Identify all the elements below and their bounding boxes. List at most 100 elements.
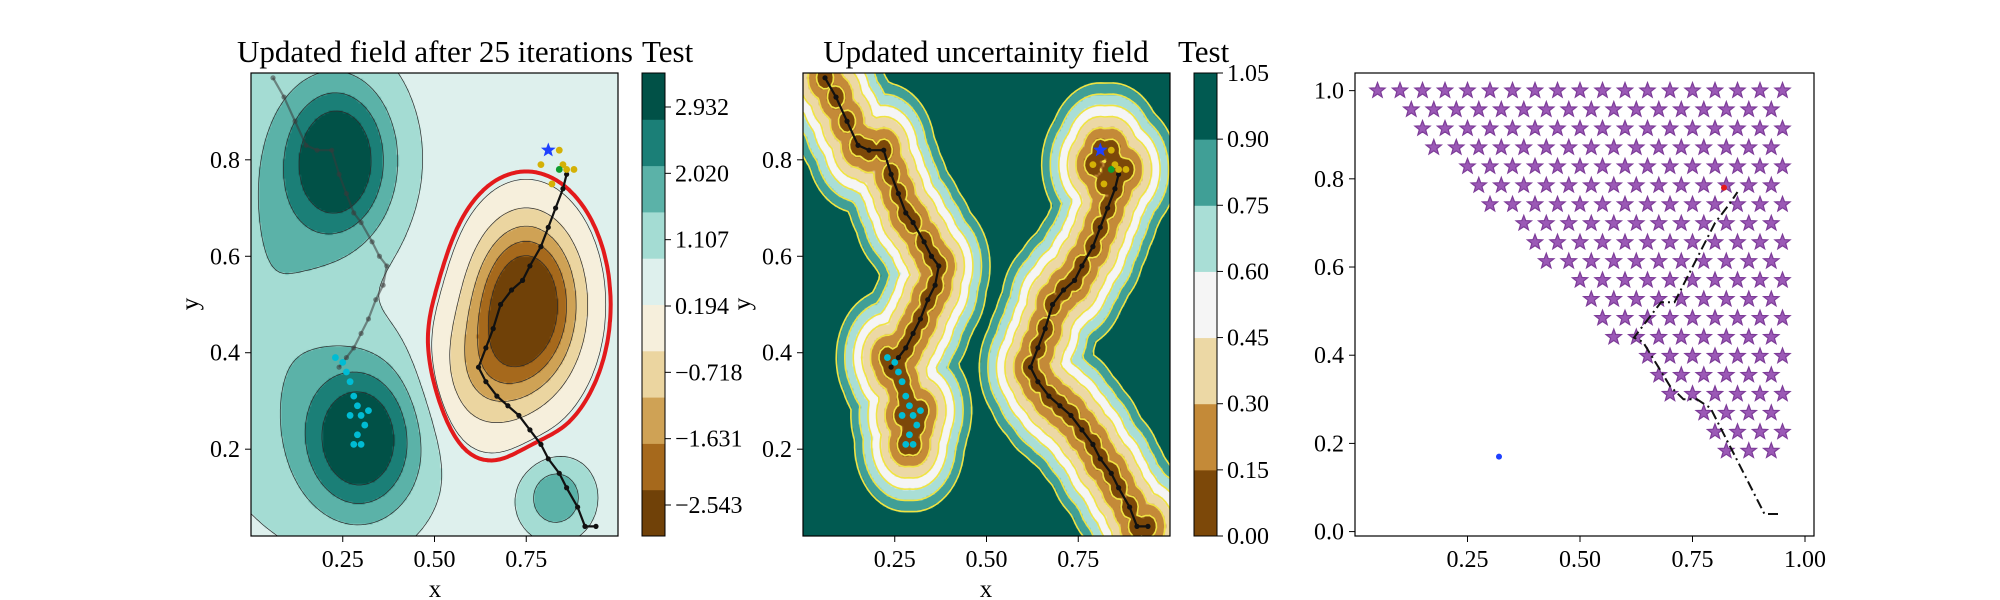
trajectory-point [564,171,570,177]
candidate-star [1368,80,1387,99]
candidate-star [1435,118,1455,137]
trajectory-point [1134,523,1140,529]
candidate-star [1581,175,1601,194]
field-contour-line [487,255,558,368]
agent-point [563,166,571,173]
candidate-star [1469,175,1489,194]
y-tick-label: 0.6 [210,244,240,270]
candidate-star [1413,80,1432,99]
candidate-star [1671,289,1691,308]
candidate-star [1581,99,1601,118]
trajectory-point [844,118,850,124]
trajectory-point [369,239,375,245]
candidate-scatter-panel: 0.25 0.50 0.75 1.00 0.0 0.2 0.4 0.6 0.8 1.0 [1314,72,1826,573]
y-tick-label: 0.8 [210,148,240,174]
trajectory-point [921,239,927,245]
candidate-star [1390,80,1410,99]
candidate-star [1660,346,1680,364]
trajectory-point [376,253,383,259]
candidate-star [1491,137,1511,156]
candidate-star [1514,213,1534,232]
candidate-star [1761,175,1781,194]
agent-point [343,368,350,376]
agent-point [346,412,354,419]
trajectory-point [336,171,342,177]
candidate-star [1728,346,1747,364]
uncertainty-colorbar: 1.05 0.90 0.75 0.60 0.45 0.30 0.15 0.00 Test [1178,34,1269,550]
field-overlay [251,73,613,536]
trajectory-point [1068,412,1074,419]
candidate-star [1480,80,1500,99]
candidate-star [1604,137,1624,156]
trajectory-point [475,364,482,370]
y-tick-label: 0.6 [762,244,792,270]
agent-point [548,180,556,188]
candidate-star [1424,137,1444,156]
trajectory-point [888,171,894,177]
scatter-trajectory-line [1632,191,1778,515]
candidate-star [1525,80,1545,99]
x-tick-label: 0.25 [322,547,364,573]
candidate-star [1716,175,1736,194]
trajectory-point [564,485,570,491]
candidate-star [1559,175,1579,194]
trajectory-point [822,75,828,81]
candidate-star [1514,137,1534,156]
trajectory-point [1079,427,1085,433]
candidate-star [1570,80,1590,99]
field-contour-line [464,225,577,402]
candidate-star [1705,270,1725,289]
agent-point [357,440,365,448]
uncertainty-title: Updated uncertainity field [823,34,1149,69]
agent-point [917,407,924,415]
agent-point [1089,161,1097,169]
trajectory-point [497,301,504,308]
candidate-star [1649,99,1669,118]
trajectory-point [888,364,894,370]
colorbar-band [642,258,665,305]
trajectory-point [917,316,924,322]
candidate-star [1548,194,1567,213]
candidate-star [1694,137,1714,156]
trajectory-point [1035,345,1041,351]
candidate-star [1728,232,1747,251]
colorbar-tick-label: −0.718 [675,360,743,386]
candidate-star [1458,118,1477,137]
candidate-star [1446,99,1466,118]
trajectory-point [358,330,364,337]
field-colorbar-title: Test [642,34,694,69]
y-tick-label: 0.4 [762,341,792,367]
candidate-star [1716,137,1736,156]
trajectory-line [477,174,596,528]
trajectory-point [582,523,588,529]
colorbar-tick-label: −1.631 [675,427,743,453]
candidate-star [1705,118,1725,137]
colorbar-band [642,73,665,120]
trajectory-point [1097,224,1103,230]
candidate-star [1593,80,1612,99]
current-position-marker [540,142,556,157]
scatter-overlay [1496,184,1778,515]
trajectory-point [556,470,562,476]
agent-point [906,402,913,410]
field-title: Updated field after 25 iterations [237,34,633,69]
candidate-star [1750,384,1770,402]
colorbar-band [642,397,665,444]
candidate-star [1773,118,1792,137]
candidate-star [1604,289,1624,308]
trajectory-point [314,147,320,153]
agent-point [898,412,906,419]
agent-point [365,407,372,415]
agent-point [902,440,910,448]
colorbar-band [642,211,665,259]
candidate-star [1626,213,1646,232]
colorbar-band [1194,403,1217,471]
candidate-star [1694,289,1714,308]
candidate-star [1649,289,1669,308]
candidate-star [1694,251,1714,270]
field-contour-line [298,110,395,486]
x-tick-label: 0.50 [414,547,456,573]
field-x-axis-label: x [429,576,442,600]
candidate-star [1671,137,1691,156]
colorbar-tick-label: 0.45 [1227,326,1269,352]
